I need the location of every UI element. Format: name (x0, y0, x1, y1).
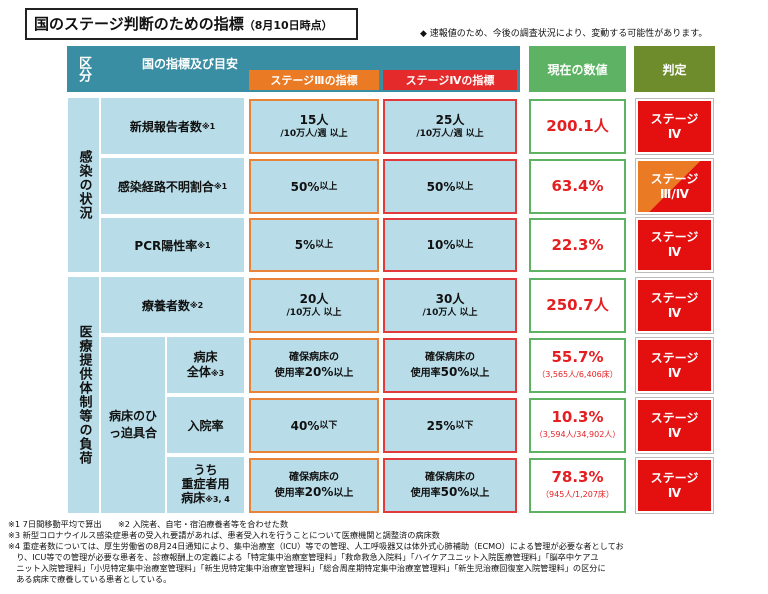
stage3-hospitalization-rate: 40% 以下 (249, 398, 379, 453)
group-infection: 感染の状況 (67, 97, 100, 273)
judge-pcr-positive: ステージ Ⅳ (635, 217, 714, 273)
judge-unknown-route: ステージ Ⅲ/Ⅳ (635, 158, 714, 215)
stage3-patients: 20人/10万人 以上 (249, 278, 379, 333)
stage4-new-cases: 25人/10万人/週 以上 (383, 99, 517, 154)
stage4-patients: 30人/10万人 以上 (383, 278, 517, 333)
row-label-new-cases: 新規報告者数 ※1 (100, 97, 245, 155)
stage3-unknown-route: 50% 以上 (249, 159, 379, 214)
value-severe-bed: 78.3% （945人/1,207床） (529, 458, 626, 513)
stage4-unknown-route: 50% 以上 (383, 159, 517, 214)
header-judgement: 判定 (634, 46, 715, 92)
judge-bed-total: ステージ Ⅳ (635, 337, 714, 394)
judge-hospitalization-rate: ステージ Ⅳ (635, 397, 714, 454)
stage3-pcr-positive: 5% 以上 (249, 218, 379, 272)
header-stage3: ステージⅢの指標 (249, 70, 379, 90)
stage3-bed-total: 確保病床の 使用率20%以上 (249, 338, 379, 393)
value-unknown-route: 63.4% (529, 159, 626, 214)
footnote-4-cont3: ある病床で療養している患者としている。 (8, 574, 172, 584)
group-medical: 医療提供体制等の負荷 (67, 276, 100, 514)
header-current-value: 現在の数値 (529, 46, 626, 92)
stage4-hospitalization-rate: 25% 以下 (383, 398, 517, 453)
value-bed-total: 55.7% （3,565人/6,406床） (529, 338, 626, 393)
page-title: 国のステージ判断のための指標（8月10日時点） (25, 8, 358, 40)
stage4-bed-total: 確保病床の 使用率50%以上 (383, 338, 517, 393)
group-hippaku: 病床のひっ迫具合 (100, 336, 166, 514)
judge-patients: ステージ Ⅳ (635, 277, 714, 334)
row-label-unknown-route: 感染経路不明割合 ※1 (100, 157, 245, 215)
footnote-4: ※4 重症者数については、厚生労働省の8月24日通知により、集中治療室（ICU）… (8, 541, 624, 551)
row-label-hospitalization-rate: 入院率 (166, 396, 245, 454)
value-patients: 250.7人 (529, 278, 626, 333)
value-hospitalization-rate: 10.3% （3,594人/34,902人） (529, 398, 626, 453)
stage4-pcr-positive: 10% 以上 (383, 218, 517, 272)
row-label-bed-total: 病床 全体※3 (166, 336, 245, 394)
row-label-severe-bed: うち 重症者用 病床※3, 4 (166, 456, 245, 514)
header-kubun: 区分 (67, 46, 100, 92)
row-label-patients: 療養者数 ※2 (100, 276, 245, 334)
header-stage4: ステージⅣの指標 (383, 70, 517, 90)
stage4-severe-bed: 確保病床の 使用率50%以上 (383, 458, 517, 513)
footnote-4-cont1: り、ICU等での管理が必要な患者を、診療報酬上の定義による「特定集中治療室管理料… (8, 552, 599, 562)
footnote-3: ※3 新型コロナウイルス感染症患者の受入れ要請があれば、患者受入れを行うことにつ… (8, 530, 440, 540)
preliminary-note: ◆ 速報値のため、今後の調査状況により、変動する可能性があります。 (420, 29, 708, 39)
stage3-severe-bed: 確保病床の 使用率20%以上 (249, 458, 379, 513)
judge-new-cases: ステージ Ⅳ (635, 98, 714, 155)
row-label-pcr-positive: PCR陽性率 ※1 (100, 217, 245, 273)
value-new-cases: 200.1人 (529, 99, 626, 154)
value-pcr-positive: 22.3% (529, 218, 626, 272)
footnote-1: ※1 7日間移動平均で算出 ※2 入院者、自宅・宿泊療養者等を合わせた数 (8, 519, 289, 529)
footnote-4-cont2: ニット入院管理料」「小児特定集中治療室管理料」「新生児特定集中治療室管理料」「総… (8, 563, 606, 573)
judge-severe-bed: ステージ Ⅳ (635, 457, 714, 514)
stage3-new-cases: 15人/10万人/週 以上 (249, 99, 379, 154)
